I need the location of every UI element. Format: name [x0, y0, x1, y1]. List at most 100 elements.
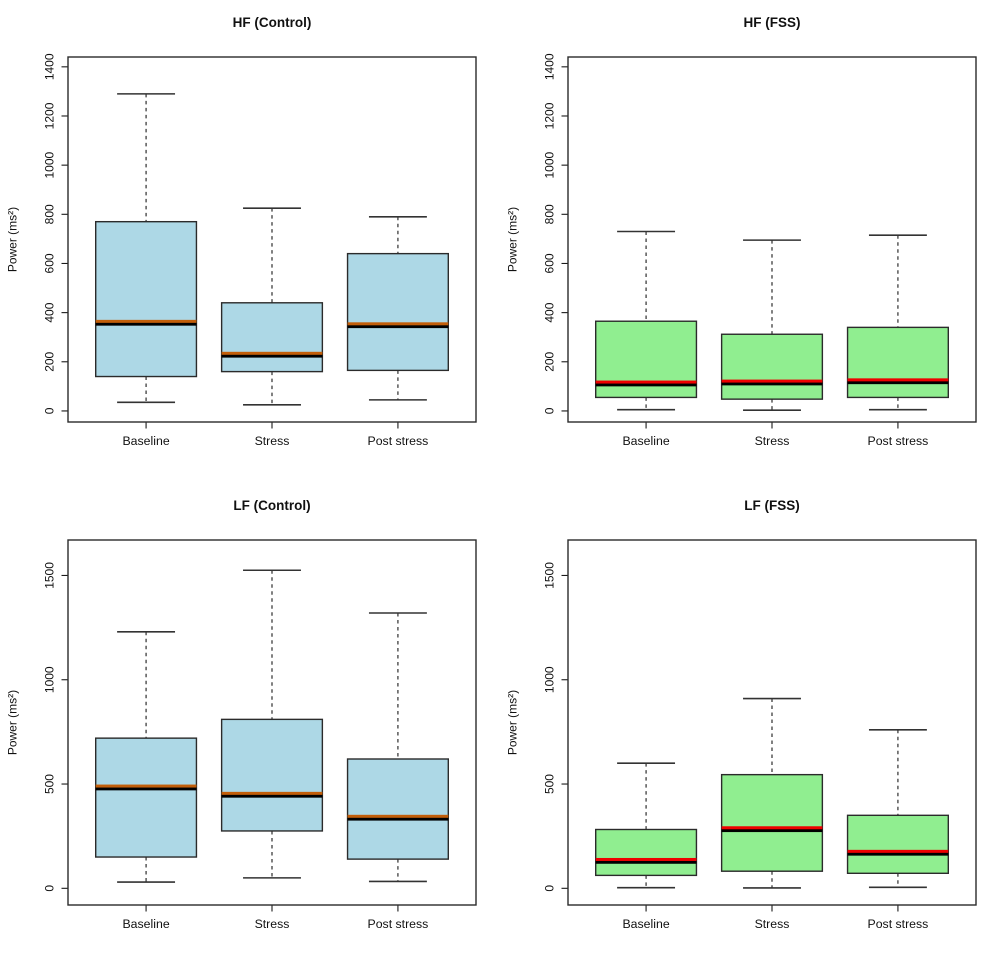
y-axis-tick-label: 600: [43, 253, 57, 273]
y-axis-tick-label: 0: [43, 407, 57, 414]
median-line: [595, 857, 697, 861]
y-axis-tick-label: 800: [543, 204, 557, 224]
median-line-base: [95, 785, 197, 791]
median-line-base: [595, 859, 697, 864]
category-label: Post stress: [368, 434, 429, 448]
category-label: Post stress: [368, 917, 429, 931]
panel-title: LF (Control): [233, 498, 310, 513]
category-label: Post stress: [868, 917, 929, 931]
box-rect: [846, 326, 949, 399]
panel-lf-fss: LF (FSS) Power (ms²) 0 500 1000 1500 Baseline S…: [500, 483, 1000, 966]
category-label: Baseline: [622, 434, 669, 448]
median-line-base: [847, 851, 949, 856]
box-group-stress: [220, 569, 324, 879]
y-axis-label: Power (ms²): [506, 207, 520, 272]
category-label: Stress: [755, 434, 790, 448]
y-axis-tick-label: 400: [543, 302, 557, 322]
panel-lf-control: LF (Control) Power (ms²) 0 500 1000 1500 Basel…: [0, 483, 500, 966]
median-line: [847, 849, 949, 853]
plot-border: [67, 56, 477, 423]
category-label: Stress: [255, 917, 290, 931]
median-line: [847, 378, 949, 382]
y-axis-tick-label: 200: [43, 351, 57, 371]
box-group-stress: [720, 239, 824, 412]
y-axis-tick-label: 1000: [543, 666, 557, 693]
y-axis-label: Power (ms²): [6, 690, 20, 755]
box-rect: [220, 302, 324, 373]
category-label: Stress: [255, 434, 290, 448]
y-axis-label: Power (ms²): [6, 207, 20, 272]
median-line: [721, 826, 823, 830]
box-group-post-stress: [846, 234, 949, 411]
y-axis-tick-label: 500: [43, 774, 57, 794]
panel-hf-fss: HF (FSS) Power (ms²) 0 200 400 600 800 1000 1200…: [500, 0, 1000, 483]
median-line-base: [221, 353, 323, 358]
median-line-base: [721, 827, 823, 833]
plot-border: [67, 539, 477, 906]
y-axis-tick-label: 1000: [543, 151, 557, 178]
box-rect: [846, 814, 949, 874]
y-axis-tick-label: 1200: [543, 102, 557, 129]
panel-title: HF (FSS): [744, 15, 801, 30]
median-line: [221, 351, 323, 355]
y-axis-tick-label: 1500: [43, 562, 57, 589]
boxplot-svg-lf-fss: LF (FSS) Power (ms²) 0 500 1000 1500 Baseline S…: [506, 498, 977, 931]
median-line-base: [347, 323, 449, 329]
box-rect: [720, 333, 824, 400]
y-axis-tick-label: 0: [543, 885, 557, 892]
category-label: Baseline: [622, 917, 669, 931]
y-axis-label: Power (ms²): [506, 690, 520, 755]
boxplot-svg-lf-control: LF (Control) Power (ms²) 0 500 1000 1500 Basel…: [6, 498, 477, 931]
panel-title: LF (FSS): [744, 498, 800, 513]
box-group-stress: [720, 697, 824, 889]
y-axis-tick-label: 1400: [543, 53, 557, 80]
boxplot-svg-hf-control: HF (Control) Power (ms²) 0 200 400 600 800 1000…: [6, 15, 477, 448]
category-label: Stress: [755, 917, 790, 931]
box-rect: [346, 758, 449, 860]
box-group-stress: [220, 207, 324, 406]
boxplot-svg-hf-fss: HF (FSS) Power (ms²) 0 200 400 600 800 1000 1200…: [506, 15, 977, 448]
median-line-base: [95, 321, 197, 326]
box-rect: [720, 773, 824, 872]
y-axis-tick-label: 1000: [43, 666, 57, 693]
panel-hf-control: HF (Control) Power (ms²) 0 200 400 600 800 1000…: [0, 0, 500, 483]
median-line: [595, 380, 697, 384]
y-axis-tick-label: 500: [543, 774, 557, 794]
box-group-baseline: [95, 93, 198, 404]
y-axis-tick-label: 1000: [43, 151, 57, 178]
y-axis-tick-label: 0: [43, 885, 57, 892]
box-rect: [95, 220, 198, 378]
box-group-baseline: [595, 762, 698, 889]
box-group-baseline: [595, 230, 698, 411]
median-line-base: [847, 379, 949, 385]
median-line: [95, 784, 197, 788]
y-axis-tick-label: 800: [43, 204, 57, 224]
category-label: Post stress: [868, 434, 929, 448]
median-line: [721, 379, 823, 383]
y-axis-tick-label: 600: [543, 253, 557, 273]
median-line: [95, 319, 197, 323]
box-rect: [346, 252, 449, 372]
box-group-baseline: [95, 630, 198, 883]
median-line-base: [347, 816, 449, 821]
y-axis-tick-label: 200: [543, 351, 557, 371]
box-group-post-stress: [846, 729, 949, 889]
y-axis-tick-label: 0: [543, 407, 557, 414]
median-line-base: [721, 380, 823, 386]
box-rect: [220, 718, 324, 832]
median-line: [221, 791, 323, 795]
median-line-base: [221, 793, 323, 798]
median-line-base: [595, 381, 697, 387]
category-label: Baseline: [122, 434, 169, 448]
median-line: [347, 814, 449, 818]
y-axis-tick-label: 400: [43, 302, 57, 322]
median-line: [347, 322, 449, 326]
y-axis-tick-label: 1400: [43, 53, 57, 80]
panel-title: HF (Control): [233, 15, 312, 30]
y-axis-tick-label: 1200: [43, 102, 57, 129]
box-rect: [595, 828, 698, 877]
category-label: Baseline: [122, 917, 169, 931]
plot-border: [567, 56, 977, 423]
box-group-post-stress: [346, 612, 449, 883]
